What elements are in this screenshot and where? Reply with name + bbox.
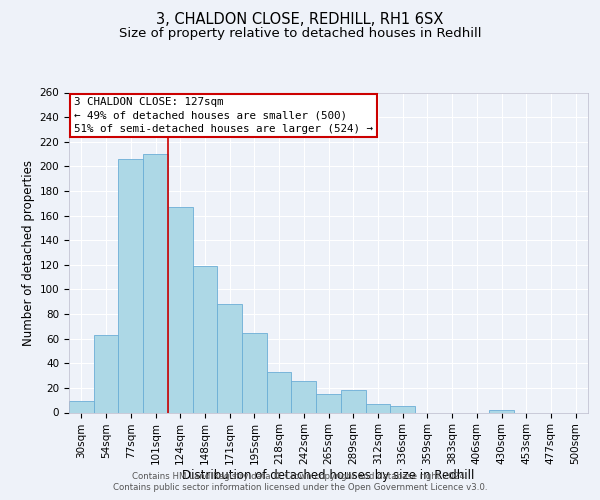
Text: Size of property relative to detached houses in Redhill: Size of property relative to detached ho… <box>119 28 481 40</box>
Bar <box>193 266 217 412</box>
Bar <box>292 380 316 412</box>
Bar <box>365 404 390 412</box>
Bar <box>69 402 94 412</box>
Bar <box>168 207 193 412</box>
Text: 3, CHALDON CLOSE, REDHILL, RH1 6SX: 3, CHALDON CLOSE, REDHILL, RH1 6SX <box>157 12 443 28</box>
Bar <box>94 335 118 412</box>
X-axis label: Distribution of detached houses by size in Redhill: Distribution of detached houses by size … <box>182 468 475 481</box>
Bar <box>143 154 168 412</box>
Y-axis label: Number of detached properties: Number of detached properties <box>22 160 35 346</box>
Text: 3 CHALDON CLOSE: 127sqm
← 49% of detached houses are smaller (500)
51% of semi-d: 3 CHALDON CLOSE: 127sqm ← 49% of detache… <box>74 98 373 134</box>
Bar <box>118 159 143 412</box>
Bar <box>390 406 415 412</box>
Bar <box>489 410 514 412</box>
Bar <box>316 394 341 412</box>
Text: Contains HM Land Registry data © Crown copyright and database right 2024.: Contains HM Land Registry data © Crown c… <box>132 472 468 481</box>
Bar <box>341 390 365 412</box>
Text: Contains public sector information licensed under the Open Government Licence v3: Contains public sector information licen… <box>113 484 487 492</box>
Bar <box>217 304 242 412</box>
Bar <box>267 372 292 412</box>
Bar <box>242 332 267 412</box>
